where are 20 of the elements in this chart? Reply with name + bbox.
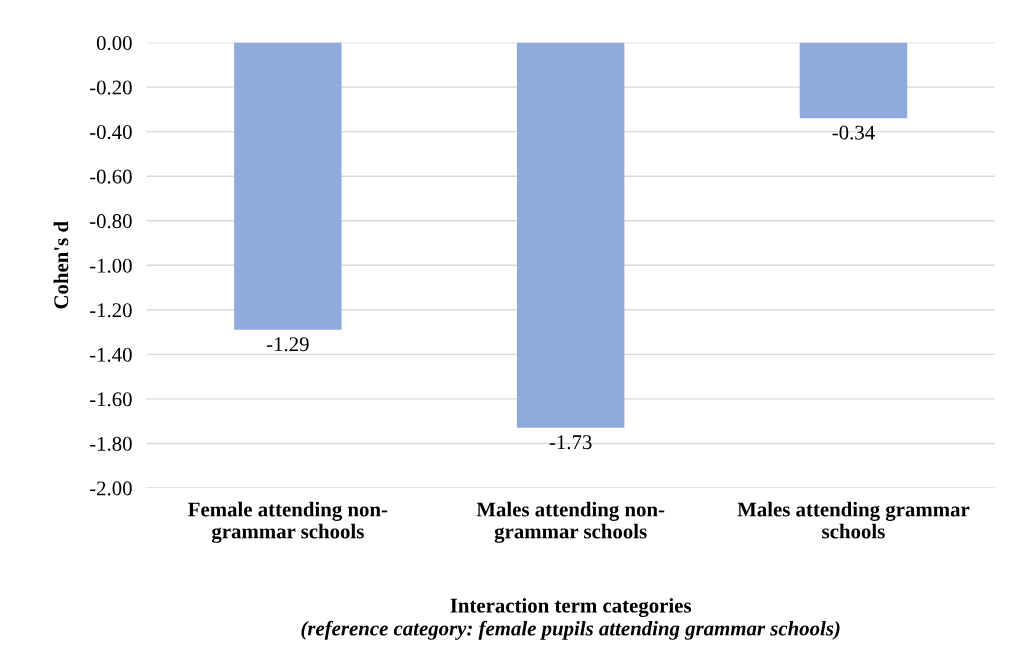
data-label: -1.29 <box>266 337 309 352</box>
x-axis-title: Interaction term categories <box>450 597 692 618</box>
y-axis-title: Cohen's d <box>53 221 69 309</box>
y-tick-label: -0.80 <box>89 214 132 229</box>
y-tick-label: -0.60 <box>89 169 132 184</box>
y-tick-label: -1.60 <box>89 392 132 407</box>
data-label: -0.34 <box>832 125 875 140</box>
y-tick-label: -1.40 <box>89 347 132 362</box>
y-tick-label: -0.40 <box>89 125 132 140</box>
y-tick-label: 0.00 <box>96 35 132 51</box>
y-tick-label: -1.00 <box>89 258 132 273</box>
x-tick-label: Female attending non- grammar schools <box>188 501 388 543</box>
x-tick-label: Males attending non- grammar schools <box>476 501 665 543</box>
y-tick-label: -1.80 <box>89 436 132 451</box>
y-tick-label: -1.20 <box>89 303 132 318</box>
x-tick-label: Males attending grammar schools <box>737 501 970 539</box>
y-tick-label: -0.20 <box>89 80 132 95</box>
y-tick-label: -2.00 <box>89 481 132 496</box>
text: (reference category: female pupils attending grammar schools) <box>301 620 840 640</box>
data-label: -1.73 <box>549 435 592 450</box>
